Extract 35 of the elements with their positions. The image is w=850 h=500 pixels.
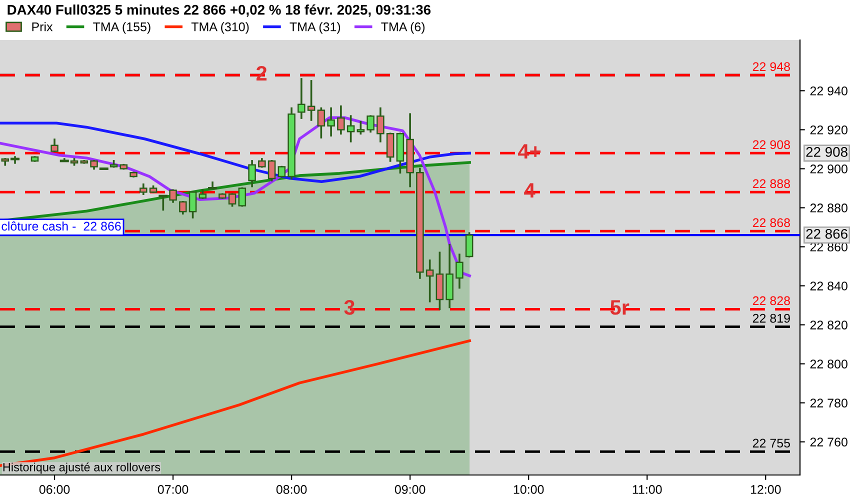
ref-line-label: 22 908 (752, 140, 790, 150)
legend-label: TMA (155) (93, 22, 150, 34)
annotation: 5r (610, 300, 630, 315)
ref-line-label: clôture cash - 22 866 (2, 221, 121, 231)
chart-title: DAX40 Full0325 5 minutes 22 866 +0,02 % 18 févr. 2025, 09:31:36 (8, 4, 431, 17)
y-tick-label: 22 840 (810, 282, 848, 290)
ref-line-label: 22 948 (752, 62, 790, 72)
y-tick-label: 22 900 (810, 164, 848, 174)
y-tick-label: 22 940 (810, 86, 848, 96)
y-tick-label: 22 780 (810, 398, 848, 408)
x-tick-label: 06:00 (39, 485, 70, 494)
legend-label: TMA (6) (381, 22, 425, 34)
ref-line-label: 22 828 (752, 296, 790, 306)
legend-label: Prix (32, 22, 53, 32)
ref-line-label: 22 868 (752, 218, 790, 228)
legend-label: TMA (310) (191, 22, 249, 34)
annotation: 22 866 (806, 228, 848, 239)
x-tick-label: 10:00 (514, 485, 544, 494)
x-tick-label: 08:00 (276, 485, 307, 494)
annotation: 22 908 (806, 147, 848, 157)
x-tick-label: 07:00 (158, 485, 188, 494)
annotation: Historique ajusté aux rollovers (3, 462, 160, 474)
ref-line-label: 22 755 (752, 438, 790, 448)
legend-label: TMA (31) (290, 22, 340, 34)
x-tick-label: 12:00 (750, 485, 781, 494)
y-tick-label: 22 800 (810, 360, 848, 368)
y-tick-label: 22 920 (810, 126, 848, 134)
ref-line-label: 22 819 (752, 314, 790, 323)
ref-line-label: 22 888 (752, 179, 790, 188)
x-tick-label: 09:00 (394, 485, 426, 494)
y-tick-label: 22 820 (810, 320, 848, 330)
y-tick-label: 22 760 (810, 438, 848, 446)
y-tick-label: 22 880 (810, 204, 848, 212)
annotation: 3 (344, 300, 355, 315)
x-tick-label: 11:00 (632, 485, 662, 494)
